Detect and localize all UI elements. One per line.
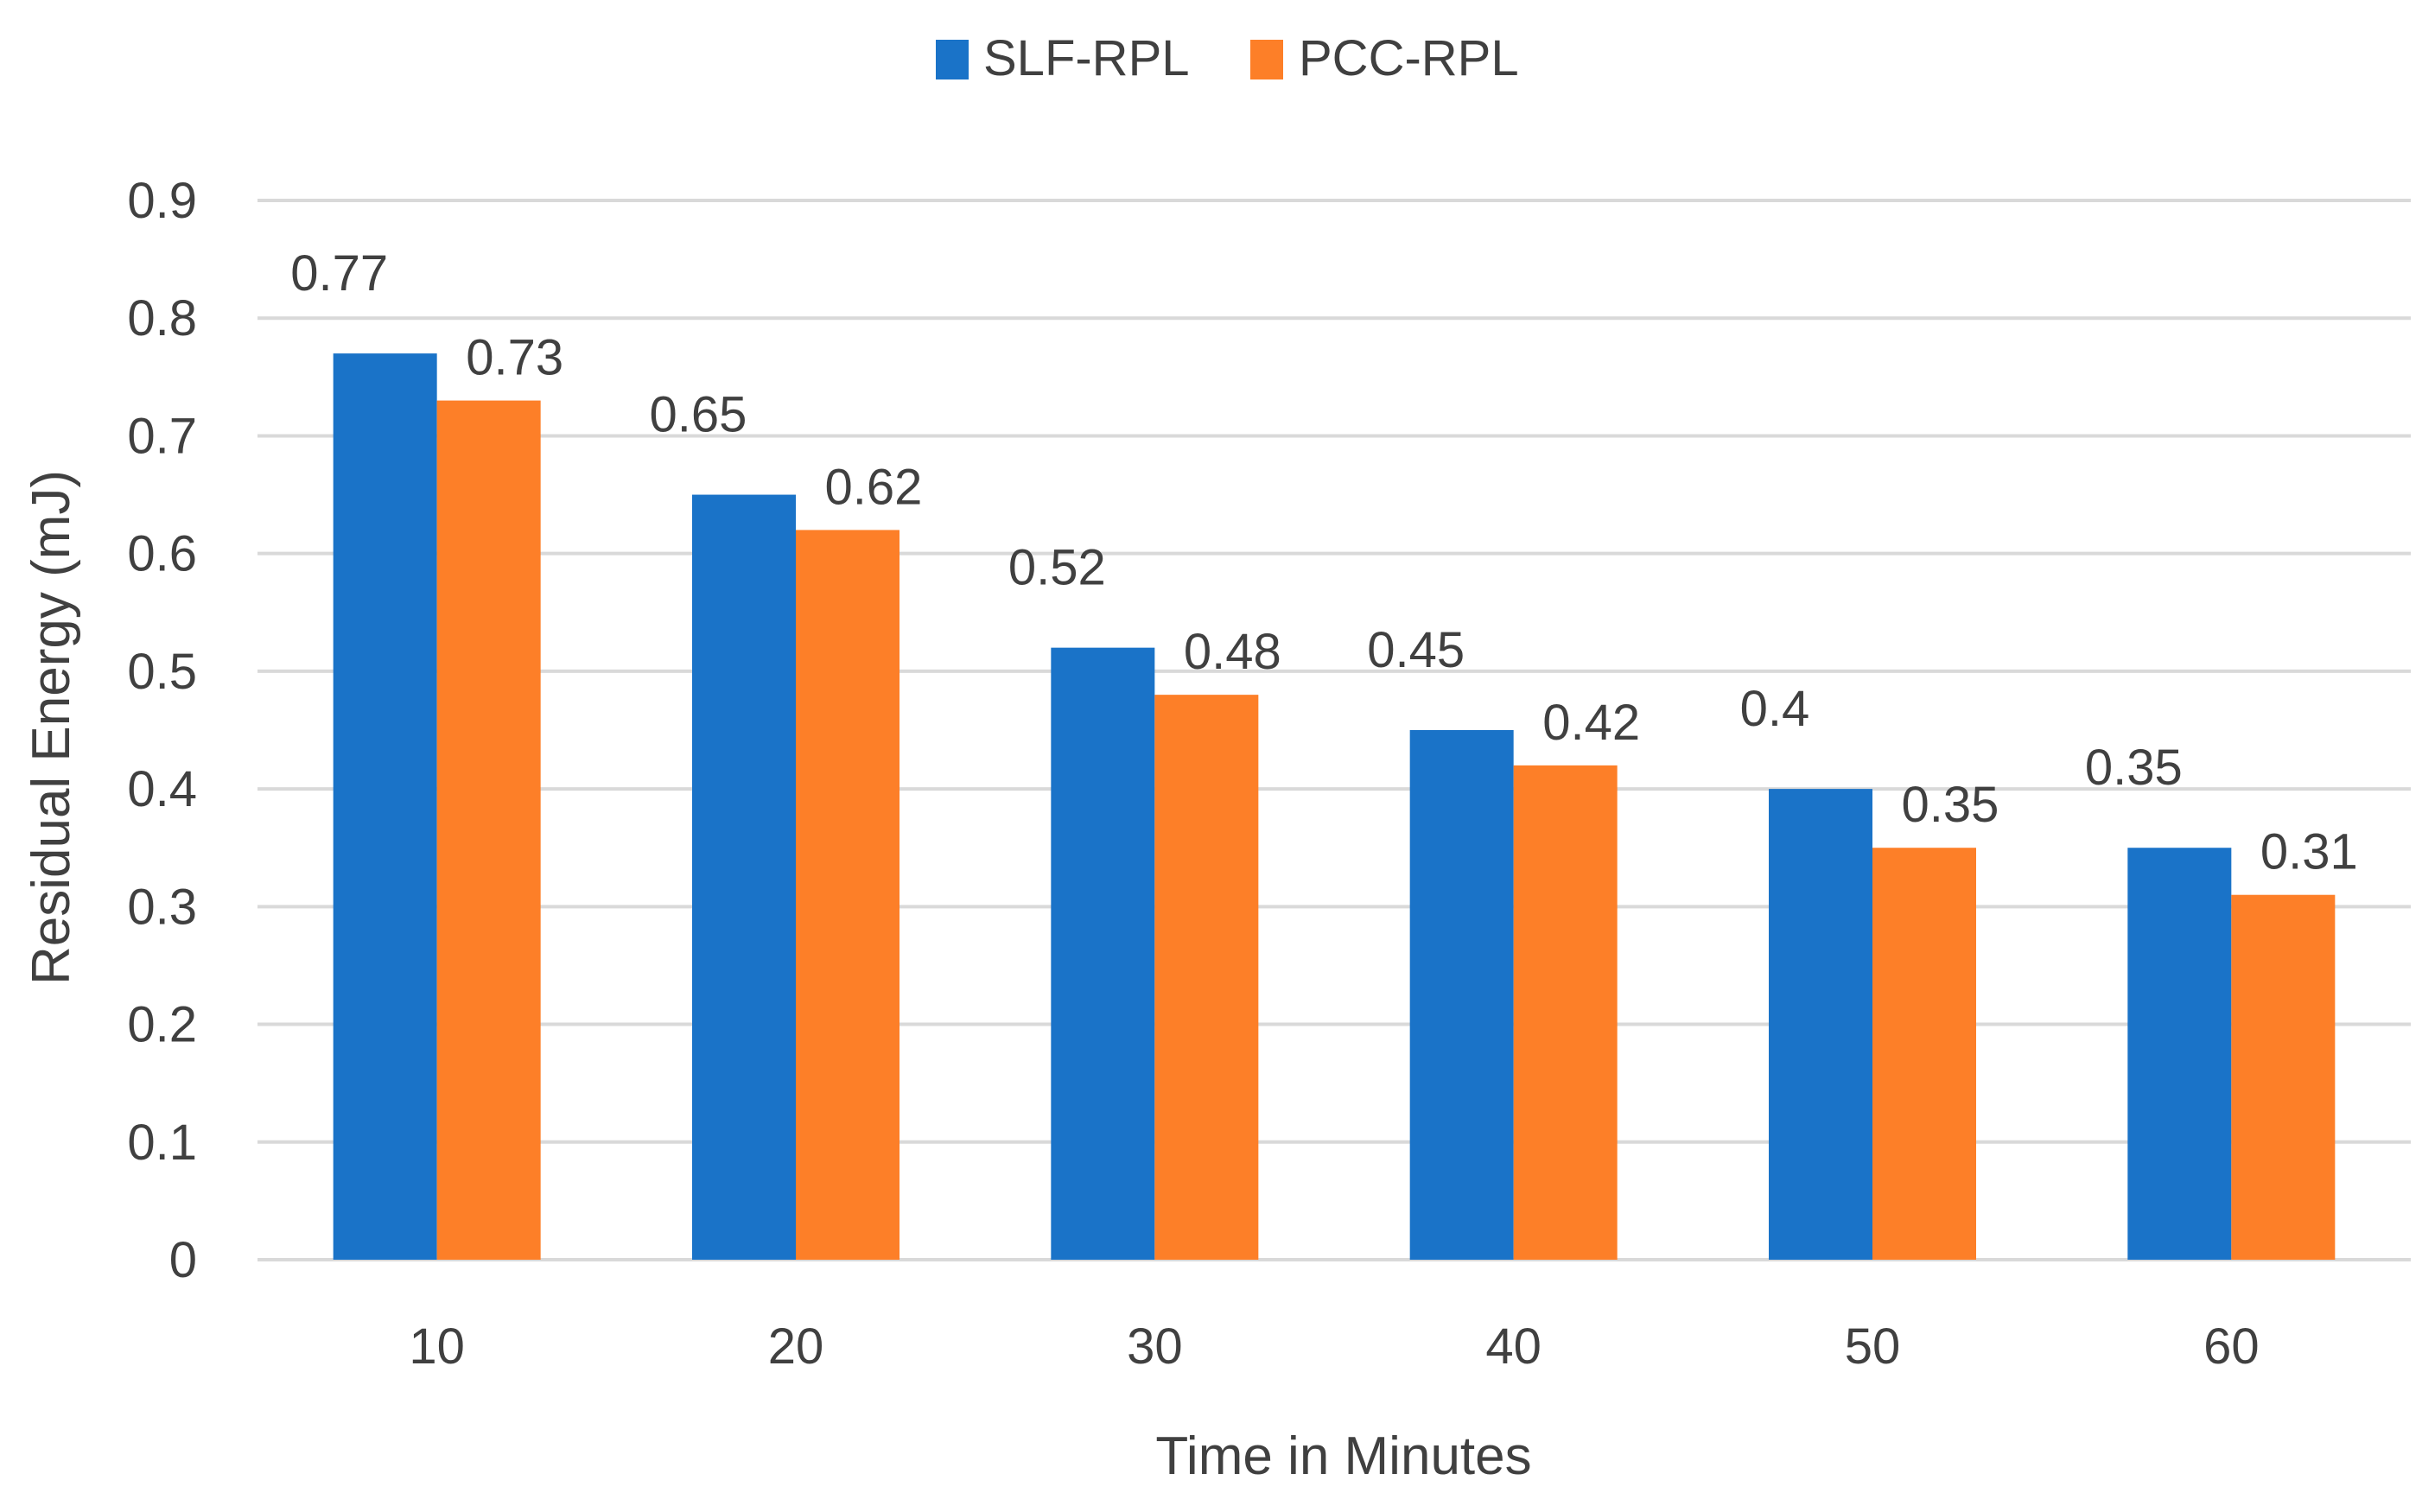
x-tick-label: 50: [1845, 1318, 1901, 1375]
data-label-slf-rpl-10: 0.77: [290, 245, 388, 302]
x-axis-ticks: 10 20 30 40 50 60: [409, 1318, 2259, 1375]
data-label-pcc-rpl-60: 0.31: [2260, 824, 2358, 880]
y-tick-label: 0.8: [127, 290, 197, 346]
legend-swatch-pcc-rpl: [1250, 40, 1283, 79]
bars: [333, 353, 2336, 1261]
x-tick-label: 40: [1485, 1318, 1542, 1375]
bar-slf-rpl-30: [1051, 647, 1155, 1260]
y-tick-label: 0.1: [127, 1115, 197, 1171]
legend-label-pcc-rpl: PCC-RPL: [1299, 30, 1519, 86]
y-tick-label: 0.7: [127, 408, 197, 464]
data-label-slf-rpl-60: 0.35: [2085, 740, 2183, 796]
bar-pcc-rpl-10: [436, 400, 541, 1261]
bar-pcc-rpl-30: [1154, 695, 1259, 1260]
data-label-pcc-rpl-50: 0.35: [1902, 777, 1999, 833]
x-tick-label: 60: [2203, 1318, 2260, 1375]
y-tick-label: 0.3: [127, 879, 197, 935]
bar-pcc-rpl-20: [796, 530, 900, 1260]
y-tick-label: 0.4: [127, 761, 197, 817]
x-tick-label: 20: [768, 1318, 824, 1375]
data-label-slf-rpl-50: 0.4: [1740, 681, 1810, 737]
bar-slf-rpl-10: [333, 353, 437, 1261]
x-axis-title: Time in Minutes: [1155, 1426, 1531, 1486]
data-label-pcc-rpl-30: 0.48: [1184, 624, 1281, 680]
legend-label-slf-rpl: SLF-RPL: [983, 30, 1190, 86]
data-label-pcc-rpl-40: 0.42: [1542, 695, 1640, 751]
y-tick-label: 0: [169, 1232, 197, 1288]
bar-pcc-rpl-50: [1872, 848, 1976, 1260]
gridlines: [257, 199, 2411, 1261]
data-labels: 0.77 0.73 0.65 0.62 0.52 0.48 0.45 0.42 0.4 0.35 0…: [290, 245, 2358, 880]
y-tick-label: 0.5: [127, 644, 197, 700]
bar-pcc-rpl-60: [2231, 894, 2336, 1260]
x-tick-label: 10: [409, 1318, 465, 1375]
y-tick-label: 0.9: [127, 173, 197, 229]
x-tick-label: 30: [1127, 1318, 1183, 1375]
y-axis-ticks: 0 0.1 0.2 0.3 0.4 0.5 0.6 0.7 0.8 0.9: [127, 173, 197, 1288]
bar-slf-rpl-40: [1409, 730, 1514, 1260]
bar-slf-rpl-20: [692, 494, 796, 1260]
data-label-pcc-rpl-20: 0.62: [825, 459, 923, 515]
bar-slf-rpl-50: [1769, 789, 1872, 1260]
y-axis-title: Residual Energy (mJ): [22, 470, 81, 985]
legend-swatch-slf-rpl: [936, 40, 969, 79]
y-tick-label: 0.6: [127, 526, 197, 582]
data-label-slf-rpl-40: 0.45: [1367, 622, 1465, 678]
legend: SLF-RPL PCC-RPL: [936, 30, 1519, 86]
bar-slf-rpl-60: [2127, 848, 2232, 1260]
data-label-pcc-rpl-10: 0.73: [466, 330, 563, 386]
y-tick-label: 0.2: [127, 997, 197, 1053]
data-label-slf-rpl-20: 0.65: [650, 387, 747, 443]
data-label-slf-rpl-30: 0.52: [1008, 540, 1106, 596]
bar-pcc-rpl-40: [1513, 765, 1618, 1260]
